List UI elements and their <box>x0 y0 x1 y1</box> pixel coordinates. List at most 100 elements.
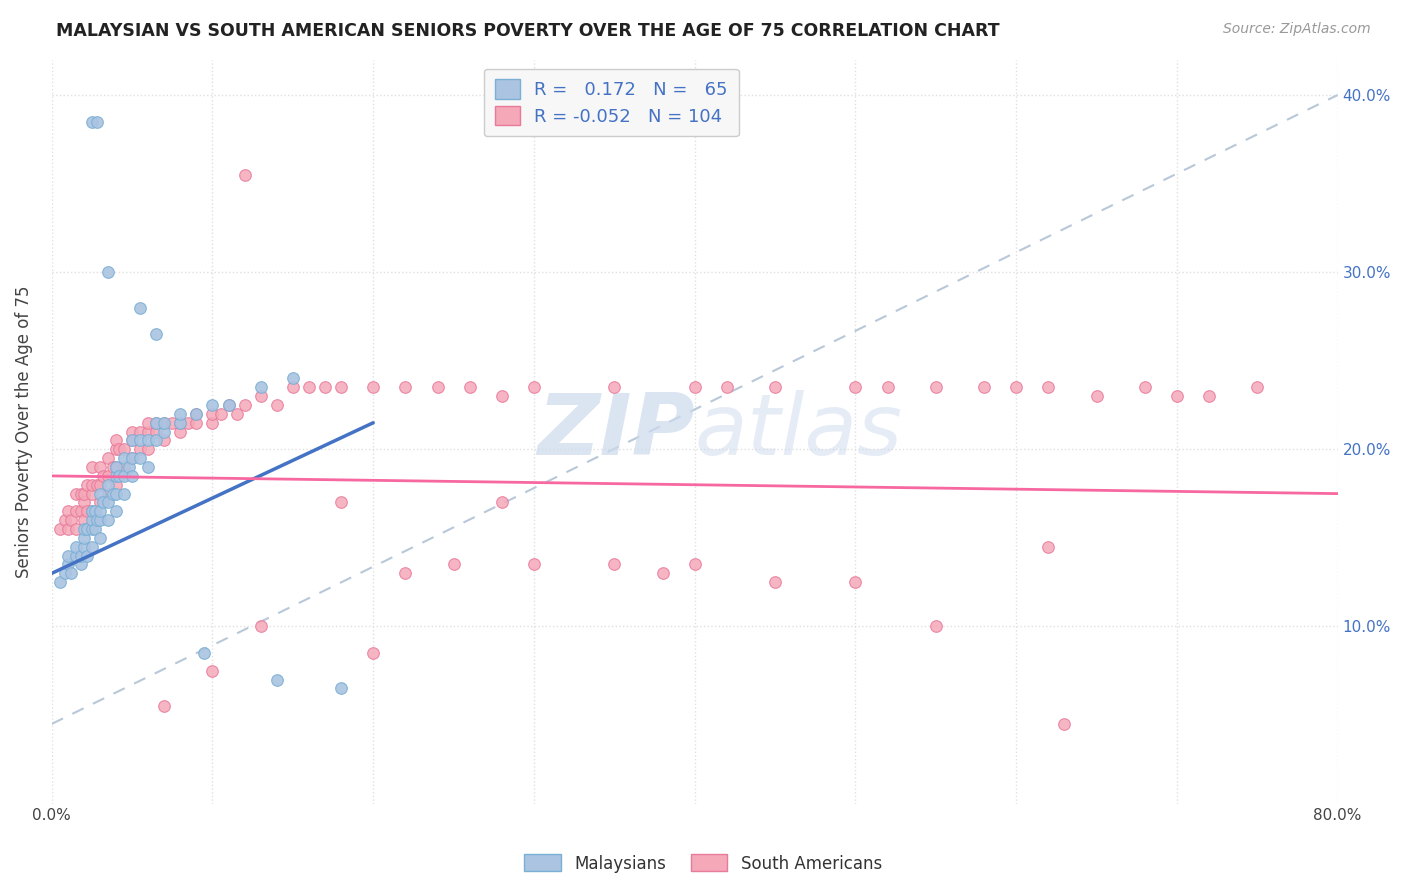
Point <box>105 504 128 518</box>
Point <box>69 486 91 500</box>
Point <box>80 477 103 491</box>
Point <box>65 522 87 536</box>
Point <box>145 327 167 342</box>
Point <box>1246 380 1268 394</box>
Point <box>97 513 120 527</box>
Point <box>105 469 128 483</box>
Point <box>112 442 135 457</box>
Point <box>97 486 120 500</box>
Point <box>105 442 128 457</box>
Point <box>876 380 898 394</box>
Point <box>145 416 167 430</box>
Point <box>1038 540 1060 554</box>
Point <box>101 486 124 500</box>
Point <box>201 416 224 430</box>
Point <box>1166 389 1188 403</box>
Point <box>201 407 224 421</box>
Point <box>80 540 103 554</box>
Point <box>763 380 786 394</box>
Point <box>129 451 152 466</box>
Point <box>80 486 103 500</box>
Point <box>763 575 786 590</box>
Point <box>218 398 240 412</box>
Point <box>266 673 288 687</box>
Point <box>193 646 215 660</box>
Point <box>65 549 87 563</box>
Point <box>443 558 465 572</box>
Point <box>105 460 128 475</box>
Point <box>76 477 98 491</box>
Point <box>60 513 83 527</box>
Point <box>76 522 98 536</box>
Point <box>136 434 159 448</box>
Point <box>314 380 336 394</box>
Point <box>89 513 111 527</box>
Point <box>136 425 159 439</box>
Point <box>153 434 176 448</box>
Point <box>249 619 271 633</box>
Point <box>201 398 224 412</box>
Point <box>105 477 128 491</box>
Point <box>683 380 706 394</box>
Point <box>53 513 76 527</box>
Point <box>97 469 120 483</box>
Point <box>129 301 152 315</box>
Point <box>162 416 184 430</box>
Point <box>121 434 143 448</box>
Point <box>1085 389 1108 403</box>
Point <box>249 380 271 394</box>
Point <box>330 380 353 394</box>
Point <box>65 486 87 500</box>
Point <box>136 442 159 457</box>
Point <box>73 495 96 509</box>
Point <box>97 477 120 491</box>
Point <box>491 495 513 509</box>
Point <box>118 460 141 475</box>
Text: MALAYSIAN VS SOUTH AMERICAN SENIORS POVERTY OVER THE AGE OF 75 CORRELATION CHART: MALAYSIAN VS SOUTH AMERICAN SENIORS POVE… <box>56 22 1000 40</box>
Point <box>112 469 135 483</box>
Point <box>1133 380 1156 394</box>
Point <box>186 407 208 421</box>
Point <box>73 513 96 527</box>
Point <box>112 486 135 500</box>
Point <box>97 265 120 279</box>
Point <box>89 504 111 518</box>
Point <box>69 558 91 572</box>
Point <box>129 425 152 439</box>
Point <box>716 380 738 394</box>
Point <box>394 380 416 394</box>
Point <box>121 451 143 466</box>
Point <box>53 566 76 581</box>
Point <box>201 664 224 678</box>
Point <box>121 451 143 466</box>
Point <box>91 469 114 483</box>
Point <box>145 416 167 430</box>
Point <box>683 558 706 572</box>
Point <box>80 513 103 527</box>
Point <box>169 416 191 430</box>
Point <box>186 416 208 430</box>
Point <box>108 469 131 483</box>
Point <box>298 380 321 394</box>
Point <box>84 504 107 518</box>
Point <box>361 380 384 394</box>
Text: atlas: atlas <box>695 390 903 473</box>
Point <box>233 398 256 412</box>
Point <box>136 460 159 475</box>
Point <box>145 434 167 448</box>
Point <box>60 566 83 581</box>
Point <box>76 549 98 563</box>
Point <box>101 460 124 475</box>
Point <box>209 407 232 421</box>
Point <box>169 416 191 430</box>
Point <box>844 575 866 590</box>
Point <box>73 486 96 500</box>
Point <box>426 380 449 394</box>
Point <box>394 566 416 581</box>
Point <box>266 398 288 412</box>
Point <box>69 504 91 518</box>
Point <box>121 425 143 439</box>
Point <box>76 504 98 518</box>
Point <box>84 522 107 536</box>
Point <box>105 486 128 500</box>
